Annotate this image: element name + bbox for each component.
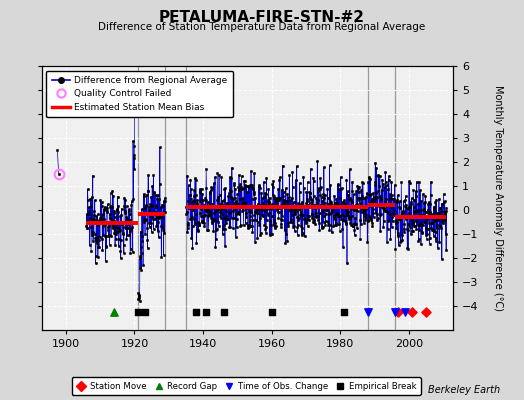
Point [363, 309, 372, 315]
Point [140, 309, 149, 315]
Point [408, 309, 416, 315]
Point [391, 309, 399, 315]
Point [422, 309, 430, 315]
Point [340, 309, 348, 315]
Point [401, 309, 409, 315]
Point [202, 309, 211, 315]
Point [192, 309, 200, 315]
Point [267, 309, 276, 315]
Text: Difference of Station Temperature Data from Regional Average: Difference of Station Temperature Data f… [99, 22, 425, 32]
Y-axis label: Monthly Temperature Anomaly Difference (°C): Monthly Temperature Anomaly Difference (… [493, 85, 503, 311]
Legend: Difference from Regional Average, Quality Control Failed, Estimated Station Mean: Difference from Regional Average, Qualit… [47, 70, 233, 117]
Point [394, 309, 402, 315]
Text: PETALUMA-FIRE-STN-#2: PETALUMA-FIRE-STN-#2 [159, 10, 365, 25]
Point [220, 309, 228, 315]
Text: Berkeley Earth: Berkeley Earth [428, 385, 500, 395]
Point [134, 309, 142, 315]
Point [110, 309, 118, 315]
Legend: Station Move, Record Gap, Time of Obs. Change, Empirical Break: Station Move, Record Gap, Time of Obs. C… [72, 377, 421, 395]
